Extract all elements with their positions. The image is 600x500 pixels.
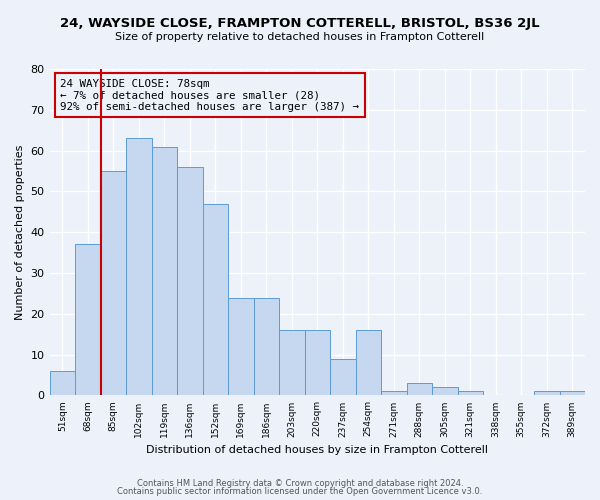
Text: Size of property relative to detached houses in Frampton Cotterell: Size of property relative to detached ho… bbox=[115, 32, 485, 42]
Bar bbox=[330, 358, 356, 396]
Bar bbox=[432, 388, 458, 396]
Bar bbox=[305, 330, 330, 396]
Bar bbox=[356, 330, 381, 396]
Text: Contains public sector information licensed under the Open Government Licence v3: Contains public sector information licen… bbox=[118, 487, 482, 496]
Bar bbox=[75, 244, 101, 396]
Bar bbox=[101, 171, 126, 396]
Y-axis label: Number of detached properties: Number of detached properties bbox=[15, 144, 25, 320]
Bar bbox=[560, 392, 585, 396]
Bar bbox=[458, 392, 483, 396]
Bar bbox=[126, 138, 152, 396]
Bar bbox=[152, 146, 177, 396]
Bar bbox=[254, 298, 279, 396]
Bar bbox=[228, 298, 254, 396]
Bar bbox=[203, 204, 228, 396]
Bar bbox=[177, 167, 203, 396]
Text: Contains HM Land Registry data © Crown copyright and database right 2024.: Contains HM Land Registry data © Crown c… bbox=[137, 478, 463, 488]
Bar bbox=[407, 383, 432, 396]
Text: 24, WAYSIDE CLOSE, FRAMPTON COTTERELL, BRISTOL, BS36 2JL: 24, WAYSIDE CLOSE, FRAMPTON COTTERELL, B… bbox=[60, 18, 540, 30]
Bar bbox=[534, 392, 560, 396]
X-axis label: Distribution of detached houses by size in Frampton Cotterell: Distribution of detached houses by size … bbox=[146, 445, 488, 455]
Bar bbox=[381, 392, 407, 396]
Bar bbox=[279, 330, 305, 396]
Bar bbox=[50, 371, 75, 396]
Text: 24 WAYSIDE CLOSE: 78sqm
← 7% of detached houses are smaller (28)
92% of semi-det: 24 WAYSIDE CLOSE: 78sqm ← 7% of detached… bbox=[60, 79, 359, 112]
